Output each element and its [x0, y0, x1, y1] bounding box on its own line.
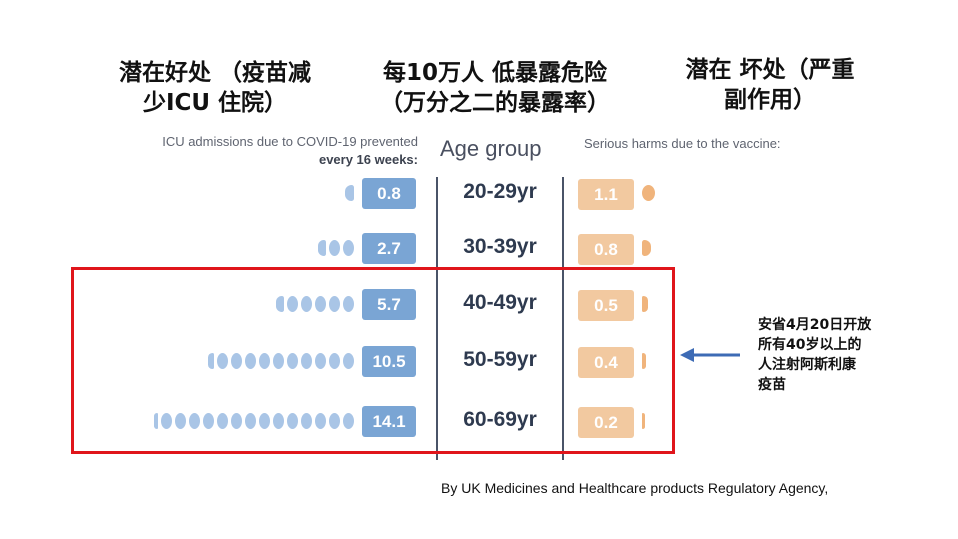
- benefit-value: 5.7: [362, 289, 416, 320]
- harm-value: 1.1: [578, 179, 634, 210]
- benefit-dot: [175, 413, 186, 429]
- benefit-value: 2.7: [362, 233, 416, 264]
- harm-dot: [642, 413, 645, 429]
- harm-header-line2: 副作用）: [724, 87, 816, 113]
- harm-dot: [642, 296, 648, 312]
- benefit-dot: [161, 413, 172, 429]
- benefit-dot: [329, 296, 340, 312]
- benefit-dot: [287, 353, 298, 369]
- benefit-dot: [315, 353, 326, 369]
- annotation-note: 安省4月20日开放 所有40岁以上的 人注射阿斯利康 疫苗: [758, 315, 928, 395]
- benefit-dot: [315, 296, 326, 312]
- benefit-dot: [315, 413, 326, 429]
- benefit-value: 14.1: [362, 406, 416, 437]
- age-label: 40-49yr: [463, 291, 537, 314]
- benefit-dot: [273, 353, 284, 369]
- source-text: By UK Medicines and Healthcare products …: [441, 480, 829, 496]
- benefit-dot: [329, 240, 340, 256]
- benefit-dot: [329, 413, 340, 429]
- benefit-dot: [208, 353, 214, 369]
- benefit-dot: [276, 296, 284, 312]
- age-label: 60-69yr: [463, 408, 537, 431]
- benefit-value: 0.8: [362, 178, 416, 209]
- right-divider-line: [562, 177, 564, 460]
- benefit-column-label-line1: ICU admissions due to COVID-19 prevented: [162, 134, 418, 149]
- benefit-dot: [329, 353, 340, 369]
- benefit-dot: [217, 413, 228, 429]
- benefit-value: 10.5: [362, 346, 416, 377]
- age-label: 30-39yr: [463, 235, 537, 258]
- risk-header: 每10万人 低暴露危险 （万分之二的暴露率）: [350, 58, 640, 118]
- harm-header: 潜在 坏处（严重 副作用）: [660, 55, 880, 115]
- benefit-header-line2: 少ICU 住院）: [142, 90, 288, 116]
- arrow-icon: [680, 348, 740, 362]
- benefit-column-label: ICU admissions due to COVID-19 prevented…: [100, 133, 418, 169]
- benefit-dot: [301, 296, 312, 312]
- benefit-dot: [343, 413, 354, 429]
- benefit-dot: [231, 353, 242, 369]
- benefit-dot: [301, 353, 312, 369]
- harm-value: 0.4: [578, 347, 634, 378]
- annotation-line: 安省4月20日开放: [758, 317, 872, 333]
- benefit-dot: [259, 353, 270, 369]
- benefit-column-label-line2: every 16 weeks:: [318, 152, 418, 167]
- benefit-dot: [245, 413, 256, 429]
- benefit-dot: [245, 353, 256, 369]
- benefit-dot: [217, 353, 228, 369]
- annotation-line: 所有40岁以上的: [758, 337, 862, 353]
- annotation-line: 疫苗: [758, 377, 786, 393]
- age-label: 50-59yr: [463, 348, 537, 371]
- benefit-dot: [203, 413, 214, 429]
- age-group-label: Age group: [440, 136, 542, 161]
- harm-header-line1: 潜在 坏处（严重: [685, 57, 855, 83]
- harm-dot: [642, 185, 655, 201]
- benefit-dot: [287, 296, 298, 312]
- benefit-dot: [287, 413, 298, 429]
- risk-header-line2: （万分之二的暴露率）: [380, 90, 610, 116]
- benefit-dot: [231, 413, 242, 429]
- benefit-header: 潜在好处 （疫苗减 少ICU 住院）: [85, 58, 345, 118]
- benefit-dot: [343, 240, 354, 256]
- benefit-dot: [273, 413, 284, 429]
- benefit-dot: [189, 413, 200, 429]
- benefit-dot: [318, 240, 326, 256]
- harm-value: 0.2: [578, 407, 634, 438]
- benefit-header-line1: 潜在好处 （疫苗减: [118, 60, 311, 86]
- benefit-dot: [345, 185, 354, 201]
- harm-column-label: Serious harms due to the vaccine:: [584, 136, 781, 151]
- annotation-line: 人注射阿斯利康: [758, 357, 856, 373]
- harm-value: 0.8: [578, 234, 634, 265]
- benefit-dot: [259, 413, 270, 429]
- highlight-box: [71, 267, 675, 454]
- harm-dot: [642, 353, 646, 369]
- benefit-dot: [154, 413, 158, 429]
- benefit-dot: [343, 353, 354, 369]
- harm-value: 0.5: [578, 290, 634, 321]
- benefit-dot: [301, 413, 312, 429]
- left-divider-line: [436, 177, 438, 460]
- risk-header-line1: 每10万人 低暴露危险: [382, 60, 607, 86]
- benefit-dot: [343, 296, 354, 312]
- age-label: 20-29yr: [463, 180, 537, 203]
- harm-dot: [642, 240, 651, 256]
